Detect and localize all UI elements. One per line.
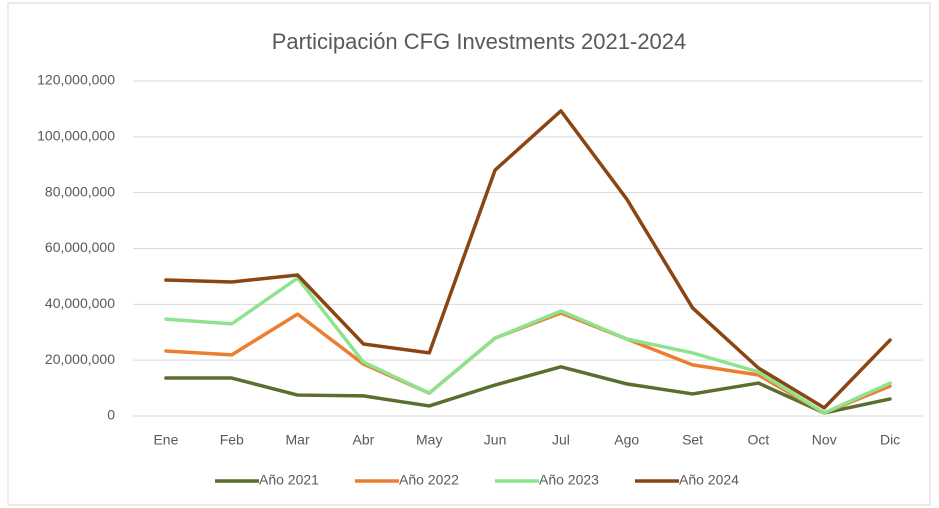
y-tick-label: 80,000,000 [45,183,115,199]
legend-label: Año 2024 [679,472,739,488]
y-tick-label: 120,000,000 [37,72,115,88]
x-tick-label: Ago [614,432,639,448]
x-tick-label: Nov [812,432,837,448]
x-tick-label: Dic [880,432,900,448]
legend-label: Año 2022 [399,472,459,488]
x-tick-label: Jun [484,432,507,448]
y-tick-label: 40,000,000 [45,295,115,311]
chart-frame [7,2,931,506]
x-tick-label: Mar [286,432,310,448]
series-line [164,109,892,410]
y-tick-label: 20,000,000 [45,351,115,367]
x-tick-label: May [416,432,442,448]
series-line [164,276,892,415]
x-tick-label: Ene [153,432,178,448]
legend-label: Año 2021 [259,472,319,488]
y-tick-label: 60,000,000 [45,239,115,255]
x-tick-label: Feb [220,432,244,448]
y-tick-label: 0 [107,407,115,423]
x-tick-label: Set [682,432,703,448]
x-tick-label: Abr [353,432,375,448]
x-tick-label: Jul [552,432,570,448]
y-tick-label: 100,000,000 [37,128,115,144]
legend-label: Año 2023 [539,472,599,488]
chart-title: Participación CFG Investments 2021-2024 [272,29,687,54]
x-tick-label: Oct [748,432,770,448]
series-line [164,365,892,415]
